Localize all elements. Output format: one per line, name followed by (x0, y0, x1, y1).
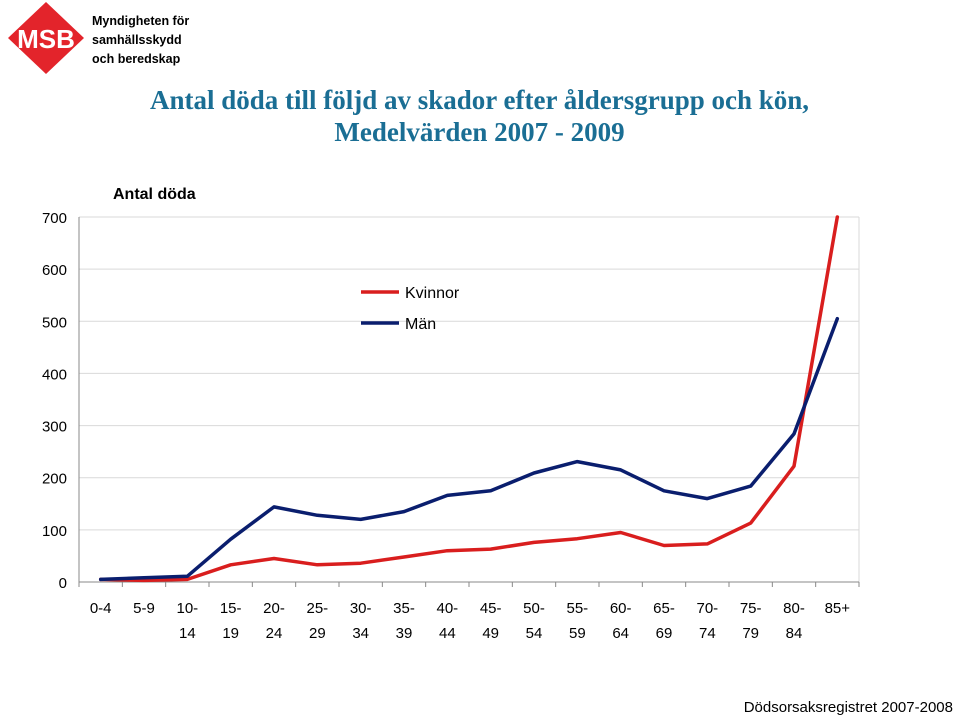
logo-wordmark: Myndigheten för samhällsskydd och bereds… (92, 12, 189, 69)
data-point (229, 563, 232, 566)
x-tick-label-50-54: 50-54 (523, 600, 545, 642)
chart-subtitle: Medelvärden 2007 - 2009 (334, 117, 625, 147)
y-tick-label-0: 0 (59, 575, 67, 592)
data-point (489, 547, 492, 551)
logo-diamond-shape (8, 2, 84, 74)
data-point (99, 578, 102, 581)
data-point (662, 544, 666, 547)
x-tick-label-70-74: 70-74 (696, 600, 718, 642)
x-tick-label-0-4: 0-4 (90, 600, 112, 617)
source-note: Dödsorsaksregistret 2007-2008 (743, 699, 953, 716)
y-tick-label-400: 400 (42, 366, 67, 383)
data-point (836, 317, 839, 320)
grid-lines (79, 216, 860, 582)
data-point (402, 510, 406, 513)
x-tick-label-85+: 85+ (825, 600, 851, 617)
x-axis: 0-4 5-9 10-14 15-19 20-24 25-29 30-34 35-39 40-4… (78, 581, 860, 642)
x-tick-label-20-24: 20-24 (263, 600, 285, 642)
legend: Kvinnor Män (361, 285, 460, 333)
y-tick-label-600: 600 (42, 262, 67, 279)
data-point (619, 468, 622, 472)
data-point (359, 518, 362, 521)
x-tick-label-5-9: 5-9 (133, 600, 155, 617)
data-point (792, 465, 796, 468)
x-tick-label-35-39: 35-39 (393, 600, 415, 642)
logo-line-2: samhällsskydd (92, 33, 182, 47)
data-point (749, 484, 752, 488)
x-tick-label-45-49: 45-49 (480, 600, 502, 642)
msb-logo: MSB (4, 2, 194, 74)
y-tick-label-700: 700 (42, 210, 67, 227)
x-tick-label-10-14: 10-14 (176, 600, 198, 642)
y-tick-label-100: 100 (42, 523, 67, 540)
x-tick-label-65-69: 65-69 (653, 600, 675, 642)
data-point (272, 557, 276, 560)
series-line-kvinnor (98, 215, 840, 583)
data-point (576, 537, 579, 540)
y-tick-label-200: 200 (42, 471, 67, 488)
y-axis: 0 100 200 300 400 500 600 700 (42, 210, 80, 592)
data-point (576, 460, 579, 463)
data-point (186, 578, 189, 581)
x-tick-label-25-29: 25-29 (306, 600, 328, 642)
x-tick-label-75-79: 75-79 (740, 600, 762, 642)
series-lines (98, 215, 840, 583)
data-point (749, 521, 752, 525)
data-point (619, 531, 622, 534)
data-point (316, 563, 319, 566)
x-tick-label-30-34: 30-34 (350, 600, 372, 642)
logo-abbr: MSB (17, 24, 75, 54)
x-tick-label-40-44: 40-44 (436, 600, 458, 642)
legend-label-kvinnor: Kvinnor (405, 285, 460, 302)
data-point (489, 489, 492, 492)
series-line-man (98, 316, 840, 582)
data-point (446, 494, 449, 497)
data-point (272, 505, 276, 509)
y-axis-title: Antal döda (113, 186, 196, 203)
data-point (402, 555, 406, 559)
chart-title: Antal döda till följd av skador efter ål… (149, 85, 810, 115)
legend-label-man: Män (405, 316, 436, 333)
x-tick-label-80-84: 80-84 (783, 600, 805, 642)
data-point (142, 576, 146, 580)
data-point (662, 489, 666, 492)
x-tick-label-55-59: 55-59 (566, 600, 588, 642)
data-point (316, 514, 319, 517)
logo-line-1: Myndigheten för (92, 14, 190, 28)
data-point (359, 562, 362, 565)
data-point (836, 215, 839, 219)
data-point (706, 542, 709, 546)
x-tick-label-60-64: 60-64 (610, 600, 632, 642)
x-tick-label-15-19: 15-19 (220, 600, 242, 642)
data-point (532, 471, 536, 475)
data-point (142, 579, 146, 582)
y-tick-label-300: 300 (42, 419, 67, 436)
data-point (229, 538, 232, 541)
data-point (532, 541, 536, 544)
data-point (706, 497, 709, 500)
y-tick-label-500: 500 (42, 314, 67, 331)
logo-line-3: och beredskap (92, 52, 181, 66)
data-point (792, 432, 796, 436)
data-point (446, 549, 449, 552)
data-point (186, 575, 189, 578)
msb-logo-mark: MSB (8, 2, 84, 74)
